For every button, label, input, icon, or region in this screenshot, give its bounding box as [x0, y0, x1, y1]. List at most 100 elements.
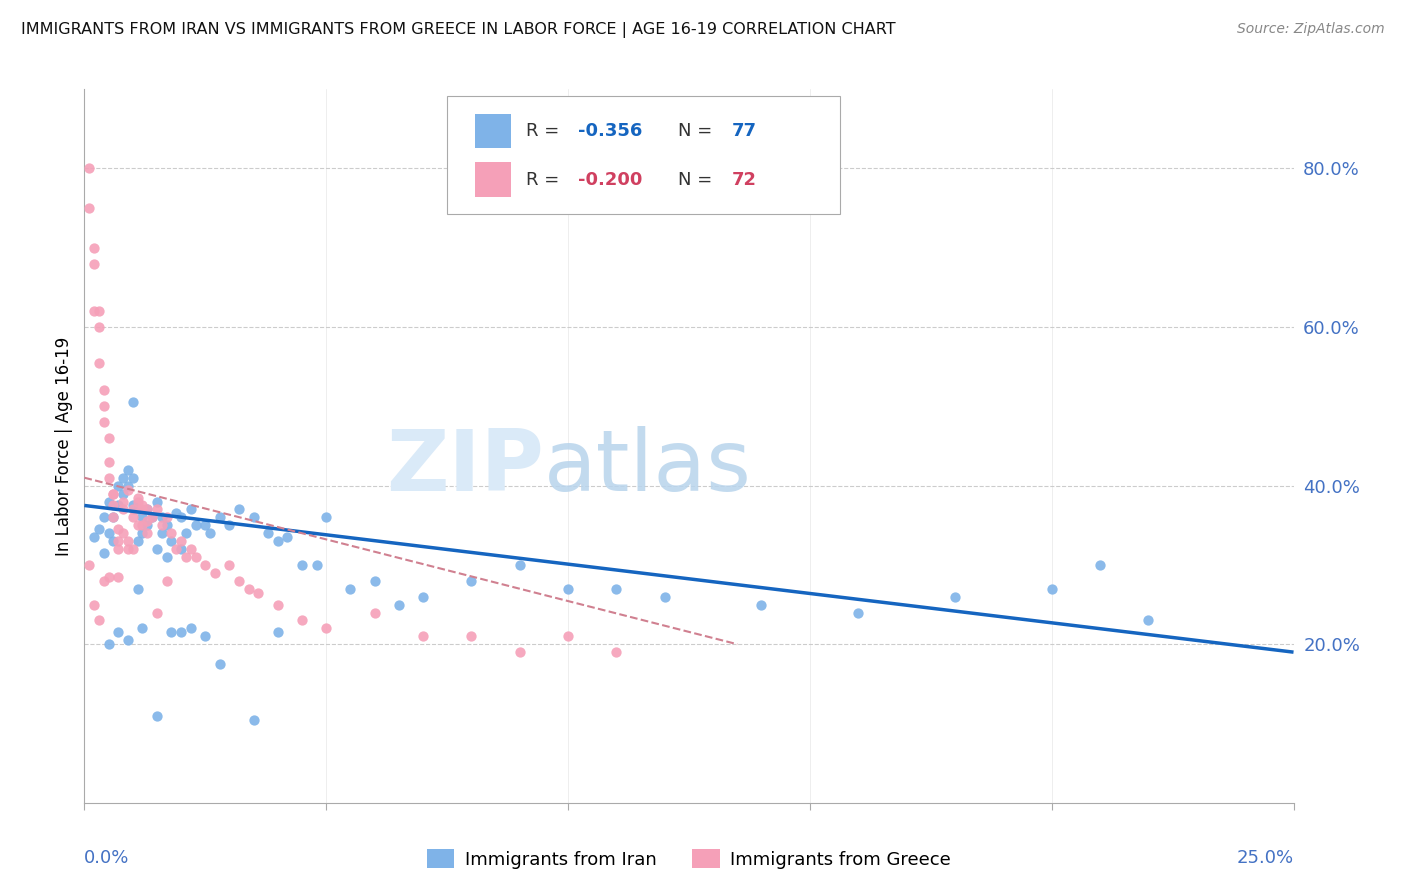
Point [208, 510, 231, 524]
Point [87, 304, 110, 318]
Point [228, 574, 250, 588]
Point [93, 574, 115, 588]
Point [121, 395, 143, 409]
Point [242, 510, 264, 524]
Point [131, 621, 153, 635]
Point [174, 549, 197, 564]
Point [180, 621, 202, 635]
Point [146, 606, 169, 620]
Point [557, 582, 579, 596]
Text: R =: R = [526, 122, 565, 140]
Point [136, 502, 159, 516]
Point [107, 478, 129, 492]
Legend: Immigrants from Iran, Immigrants from Greece: Immigrants from Iran, Immigrants from Gr… [419, 842, 959, 876]
Point [155, 518, 177, 533]
Point [97, 471, 120, 485]
Point [654, 590, 676, 604]
Point [131, 502, 153, 516]
Point [97, 431, 120, 445]
Text: 72: 72 [731, 170, 756, 188]
Point [204, 566, 226, 580]
Point [107, 499, 129, 513]
Y-axis label: In Labor Force | Age 16-19: In Labor Force | Age 16-19 [55, 336, 73, 556]
Point [93, 384, 115, 398]
Point [117, 633, 139, 648]
Point [107, 625, 129, 640]
Point [1088, 558, 1111, 572]
Point [180, 542, 202, 557]
Point [238, 582, 260, 596]
Point [131, 499, 153, 513]
Point [412, 590, 434, 604]
Point [150, 518, 173, 533]
Point [107, 522, 129, 536]
Point [121, 510, 143, 524]
Point [146, 502, 169, 516]
Point [121, 542, 143, 557]
Point [363, 606, 385, 620]
Point [180, 502, 202, 516]
Point [194, 629, 217, 643]
Point [150, 526, 173, 541]
Point [267, 625, 290, 640]
Text: atlas: atlas [544, 425, 752, 509]
Point [184, 549, 207, 564]
Point [146, 542, 169, 557]
Point [208, 657, 231, 671]
Point [218, 518, 240, 533]
Point [103, 510, 125, 524]
Point [291, 614, 314, 628]
Point [77, 558, 100, 572]
Point [93, 400, 115, 414]
Point [339, 582, 361, 596]
Point [141, 510, 163, 524]
Point [509, 558, 531, 572]
Point [194, 518, 217, 533]
Point [121, 502, 143, 516]
Point [363, 574, 385, 588]
Point [83, 598, 105, 612]
Point [83, 530, 105, 544]
Point [846, 606, 869, 620]
Point [315, 621, 337, 635]
Point [112, 486, 135, 500]
Point [136, 502, 159, 516]
Point [103, 486, 125, 500]
Point [412, 629, 434, 643]
Point [93, 415, 115, 429]
Point [160, 534, 183, 549]
Point [305, 558, 328, 572]
Point [136, 518, 159, 533]
Point [93, 510, 115, 524]
Point [1137, 614, 1160, 628]
Point [160, 526, 183, 541]
Point [267, 598, 290, 612]
Point [127, 518, 149, 533]
Point [87, 320, 110, 334]
Point [87, 614, 110, 628]
Point [605, 645, 627, 659]
Point [83, 241, 105, 255]
Point [117, 483, 139, 497]
Point [170, 625, 193, 640]
Text: Source: ZipAtlas.com: Source: ZipAtlas.com [1237, 22, 1385, 37]
Point [127, 502, 149, 516]
Point [460, 629, 482, 643]
Point [170, 534, 193, 549]
Point [112, 502, 135, 516]
Point [155, 510, 177, 524]
Point [131, 510, 153, 524]
Point [170, 542, 193, 557]
Point [103, 534, 125, 549]
Point [117, 542, 139, 557]
Point [315, 510, 337, 524]
Point [112, 526, 135, 541]
Point [97, 637, 120, 651]
Point [267, 534, 290, 549]
Point [131, 526, 153, 541]
Point [160, 625, 183, 640]
Point [127, 534, 149, 549]
Point [97, 455, 120, 469]
Point [107, 534, 129, 549]
Point [97, 570, 120, 584]
